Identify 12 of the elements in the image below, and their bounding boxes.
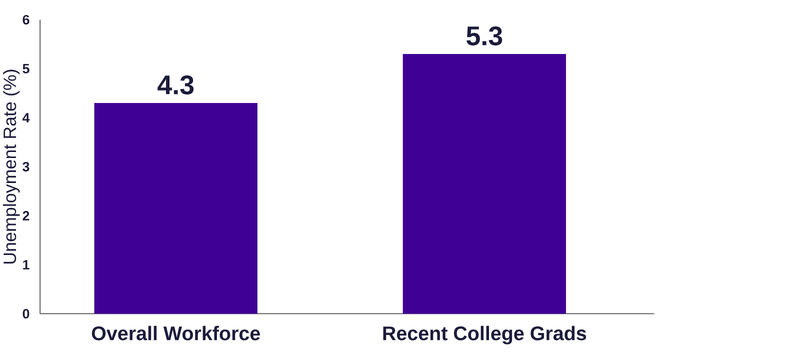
- y-tick-label: 0: [22, 309, 30, 319]
- x-tick-label: Overall Workforce: [92, 326, 260, 340]
- x-tick-label: Recent College Grads: [383, 326, 586, 344]
- y-tick-label: 4: [22, 113, 30, 122]
- y-tick-label: 3: [22, 162, 30, 172]
- y-tick-label: 2: [22, 211, 30, 220]
- data-label: 5.3: [466, 26, 502, 46]
- y-tick-label: 5: [22, 64, 30, 74]
- y-axis-title: Unemployment Rate (%): [2, 70, 20, 264]
- y-tick-label: 6: [22, 14, 30, 25]
- y-tick-label: 1: [23, 260, 30, 270]
- data-label: 4.3: [158, 75, 194, 94]
